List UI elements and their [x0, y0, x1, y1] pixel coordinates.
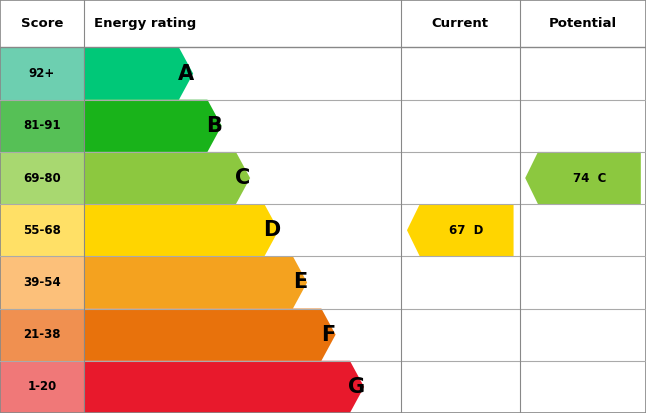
Polygon shape — [407, 204, 514, 256]
Polygon shape — [84, 100, 222, 152]
Polygon shape — [84, 361, 364, 413]
Bar — [0, 309, 84, 361]
Bar — [0, 361, 84, 413]
Bar — [0, 152, 84, 204]
Text: 92+: 92+ — [29, 67, 55, 80]
Text: 81-91: 81-91 — [23, 119, 61, 132]
Bar — [0, 256, 84, 309]
Bar — [0, 0, 646, 47]
Text: 55-68: 55-68 — [23, 224, 61, 237]
Text: 1-20: 1-20 — [27, 380, 57, 394]
Text: E: E — [293, 273, 307, 292]
Text: Potential: Potential — [549, 17, 617, 30]
Text: D: D — [263, 220, 280, 240]
Bar — [0, 204, 84, 256]
Text: 67  D: 67 D — [450, 224, 484, 237]
Text: 39-54: 39-54 — [23, 276, 61, 289]
Text: A: A — [178, 64, 194, 83]
Text: C: C — [235, 168, 251, 188]
Polygon shape — [525, 152, 641, 204]
Text: 69-80: 69-80 — [23, 171, 61, 185]
Polygon shape — [84, 256, 307, 309]
Text: Current: Current — [432, 17, 489, 30]
Text: G: G — [348, 377, 366, 397]
Polygon shape — [84, 204, 278, 256]
Text: Score: Score — [21, 17, 63, 30]
Polygon shape — [84, 309, 336, 361]
Text: 74  C: 74 C — [573, 171, 606, 185]
Text: F: F — [321, 325, 336, 345]
Bar — [0, 100, 84, 152]
Bar — [0, 47, 84, 100]
Text: B: B — [207, 116, 222, 136]
Polygon shape — [84, 47, 193, 100]
Polygon shape — [84, 152, 250, 204]
Text: Energy rating: Energy rating — [94, 17, 196, 30]
Text: 21-38: 21-38 — [23, 328, 61, 341]
